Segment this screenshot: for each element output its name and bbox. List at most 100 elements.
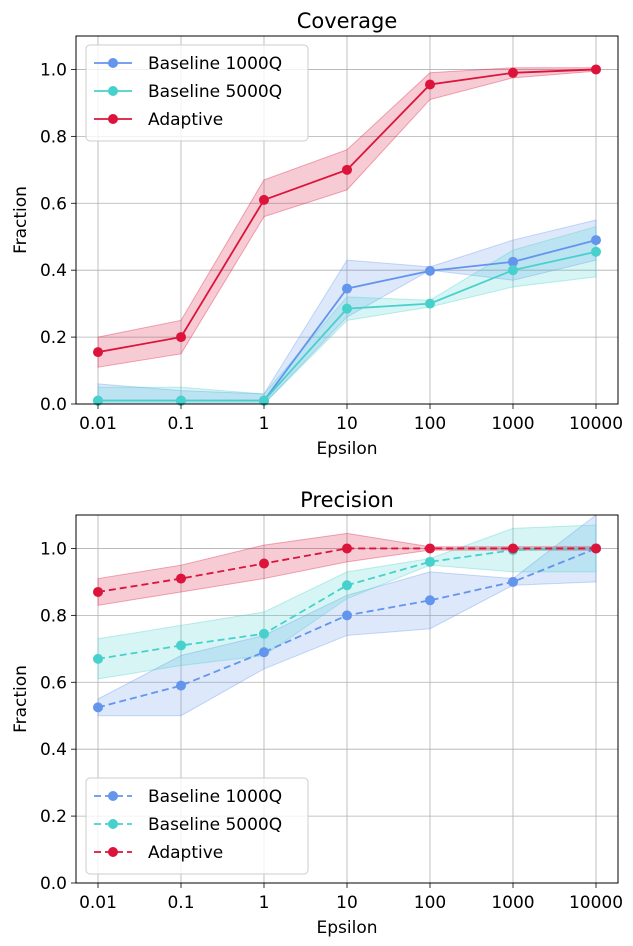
legend-label: Baseline 5000Q xyxy=(148,82,282,102)
legend: Baseline 1000Q Baseline 5000Q Adaptive xyxy=(85,777,309,875)
x-axis-label: Epsilon xyxy=(316,918,377,938)
legend-label: Baseline 1000Q xyxy=(148,787,282,807)
data-point xyxy=(591,64,601,75)
y-axis-label: Fraction xyxy=(11,665,31,733)
y-axis: 0.0 0.2 0.4 0.6 0.8 1.0 xyxy=(40,539,76,894)
legend-label: Adaptive xyxy=(148,110,223,130)
data-point xyxy=(342,580,352,591)
x-tick-label: 100 xyxy=(414,414,446,434)
legend-item: Adaptive xyxy=(94,110,223,130)
y-tick-label: 0.8 xyxy=(40,606,67,626)
x-axis: 0.01 0.1 1 10 100 1000 10000 xyxy=(79,404,623,434)
data-point xyxy=(176,573,186,584)
data-point xyxy=(259,395,269,406)
data-point xyxy=(93,702,103,713)
data-point xyxy=(176,332,186,343)
y-tick-label: 0.2 xyxy=(40,328,67,348)
legend: Baseline 1000Q Baseline 5000Q Adaptive xyxy=(85,44,309,142)
data-point xyxy=(508,265,518,276)
x-tick-label: 1 xyxy=(259,414,270,434)
series-adaptive xyxy=(93,543,601,597)
chart-panel-coverage: 0.01 0.1 1 10 100 1000 10000 0.0 0.2 0.4 0.6 0.8 1.0… xyxy=(11,9,623,459)
legend-box xyxy=(85,777,309,875)
data-point xyxy=(93,347,103,358)
y-tick-label: 1.0 xyxy=(40,539,67,559)
data-point xyxy=(342,164,352,175)
y-tick-label: 0.4 xyxy=(40,261,67,281)
data-point xyxy=(425,79,435,90)
data-point xyxy=(342,543,352,554)
y-tick-label: 0.2 xyxy=(40,807,67,827)
legend-swatch-marker xyxy=(108,791,118,801)
y-tick-label: 0.0 xyxy=(40,395,67,415)
y-tick-label: 0.0 xyxy=(40,874,67,894)
legend-item: Baseline 1000Q xyxy=(94,787,282,807)
data-point xyxy=(342,283,352,294)
data-point xyxy=(342,610,352,621)
y-tick-label: 0.4 xyxy=(40,740,67,760)
legend-item: Adaptive xyxy=(94,843,223,863)
x-tick-label: 10000 xyxy=(569,893,623,913)
series-adaptive xyxy=(93,64,601,358)
confidence-band xyxy=(97,226,597,404)
data-point xyxy=(591,235,601,246)
legend-swatch-marker xyxy=(108,114,118,124)
legend-label: Adaptive xyxy=(148,843,223,863)
data-point xyxy=(93,653,103,664)
x-tick-label: 0.1 xyxy=(167,893,194,913)
x-tick-label: 0.1 xyxy=(167,414,194,434)
x-tick-label: 1000 xyxy=(491,414,534,434)
data-point xyxy=(259,194,269,205)
x-tick-label: 1 xyxy=(259,893,270,913)
data-point xyxy=(591,543,601,554)
data-point xyxy=(342,303,352,314)
data-point xyxy=(508,543,518,554)
y-axis-label: Fraction xyxy=(11,186,31,254)
data-point xyxy=(508,576,518,587)
chart-panel-precision: 0.01 0.1 1 10 100 1000 10000 0.0 0.2 0.4 0.6 0.8 1.0… xyxy=(11,488,623,938)
data-point xyxy=(93,586,103,597)
data-point xyxy=(425,556,435,567)
x-tick-label: 1000 xyxy=(491,893,534,913)
chart-title: Coverage xyxy=(297,9,398,33)
legend-item: Baseline 1000Q xyxy=(94,54,282,74)
y-tick-label: 0.6 xyxy=(40,673,67,693)
data-point xyxy=(93,395,103,406)
x-tick-label: 0.01 xyxy=(79,414,117,434)
y-tick-label: 0.8 xyxy=(40,127,67,147)
legend-swatch-marker xyxy=(108,86,118,96)
data-point xyxy=(508,67,518,78)
series-baseline-5000q xyxy=(93,246,601,406)
x-tick-label: 10000 xyxy=(569,414,623,434)
series-baseline-1000q xyxy=(93,543,601,713)
y-tick-label: 1.0 xyxy=(40,60,67,80)
legend-item: Baseline 5000Q xyxy=(94,82,282,102)
data-point xyxy=(259,628,269,639)
data-point xyxy=(259,647,269,658)
data-point xyxy=(425,595,435,606)
data-point xyxy=(259,558,269,569)
legend-box xyxy=(85,44,309,142)
data-point xyxy=(176,640,186,651)
x-tick-label: 0.01 xyxy=(79,893,117,913)
data-point xyxy=(508,256,518,267)
y-axis: 0.0 0.2 0.4 0.6 0.8 1.0 xyxy=(40,60,76,415)
x-axis-label: Epsilon xyxy=(316,439,377,459)
legend-swatch-marker xyxy=(108,58,118,68)
legend-item: Baseline 5000Q xyxy=(94,815,282,835)
data-point xyxy=(425,265,435,276)
x-tick-label: 100 xyxy=(414,893,446,913)
data-point xyxy=(176,680,186,691)
chart-title: Precision xyxy=(300,488,394,512)
data-point xyxy=(591,246,601,257)
x-axis: 0.01 0.1 1 10 100 1000 10000 xyxy=(79,883,623,913)
y-tick-label: 0.6 xyxy=(40,194,67,214)
data-point xyxy=(176,395,186,406)
legend-swatch-marker xyxy=(108,819,118,829)
data-point xyxy=(425,298,435,309)
data-point xyxy=(425,543,435,554)
legend-swatch-marker xyxy=(108,847,118,857)
legend-label: Baseline 5000Q xyxy=(148,815,282,835)
x-tick-label: 10 xyxy=(336,414,358,434)
